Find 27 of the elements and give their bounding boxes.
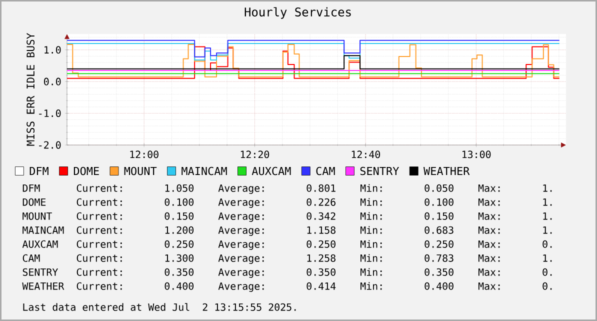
text: AUXCAM Current: 0.250 Average: 0.250 Min: 0.250 Max: 0. <box>22 240 552 250</box>
text: WEATHER Current: 0.400 Average: 0.414 Min: 0.400 Max: 0. <box>22 282 552 292</box>
text: MAINCAM Current: 1.200 Average: 1.158 Min: 0.683 Max: 1. <box>22 226 552 236</box>
x-tick-label: 13:00 <box>462 150 491 158</box>
legend-label: CAM <box>316 166 335 176</box>
y-tick-label: 1.0 <box>44 46 61 54</box>
text: Last data entered at Wed Jul 2 13:15:55 2025. <box>23 303 296 311</box>
x-tick-label: 12:00 <box>130 150 158 158</box>
y-tick-label: 0.0 <box>44 78 61 86</box>
legend-label: DFM <box>30 167 48 175</box>
legend-label: MAINCAM <box>182 166 227 176</box>
text: MOUNT Current: 0.150 Average: 0.342 Min: 0.150 Max: 1. <box>22 212 552 222</box>
text: DOME Current: 0.100 Average: 0.226 Min: 0.100 Max: 1. <box>22 198 552 208</box>
legend-label: AUXCAM <box>252 166 291 176</box>
legend-label: SENTRY <box>360 166 400 176</box>
y-axis-title: MISS ERR IDLE BUSY <box>26 33 35 146</box>
chart-title: Hourly Services <box>244 7 351 19</box>
x-tick-label: 12:20 <box>240 150 270 158</box>
text: CAM Current: 1.300 Average: 1.258 Min: 0.783 Max: 1. <box>22 254 552 264</box>
x-tick-label: 12:40 <box>352 150 380 158</box>
text: SENTRY Current: 0.350 Average: 0.350 Min: 0.350 Max: 0. <box>22 268 552 278</box>
legend-label: MOUNT <box>124 166 157 176</box>
text: DFM Current: 1.050 Average: 0.801 Min: 0.050 Max: 1. <box>22 184 552 194</box>
y-tick-label: -1.0 <box>39 110 61 118</box>
legend-label: WEATHER <box>424 167 470 175</box>
legend-label: DOME <box>74 166 99 176</box>
y-tick-label: -2.0 <box>39 141 61 149</box>
